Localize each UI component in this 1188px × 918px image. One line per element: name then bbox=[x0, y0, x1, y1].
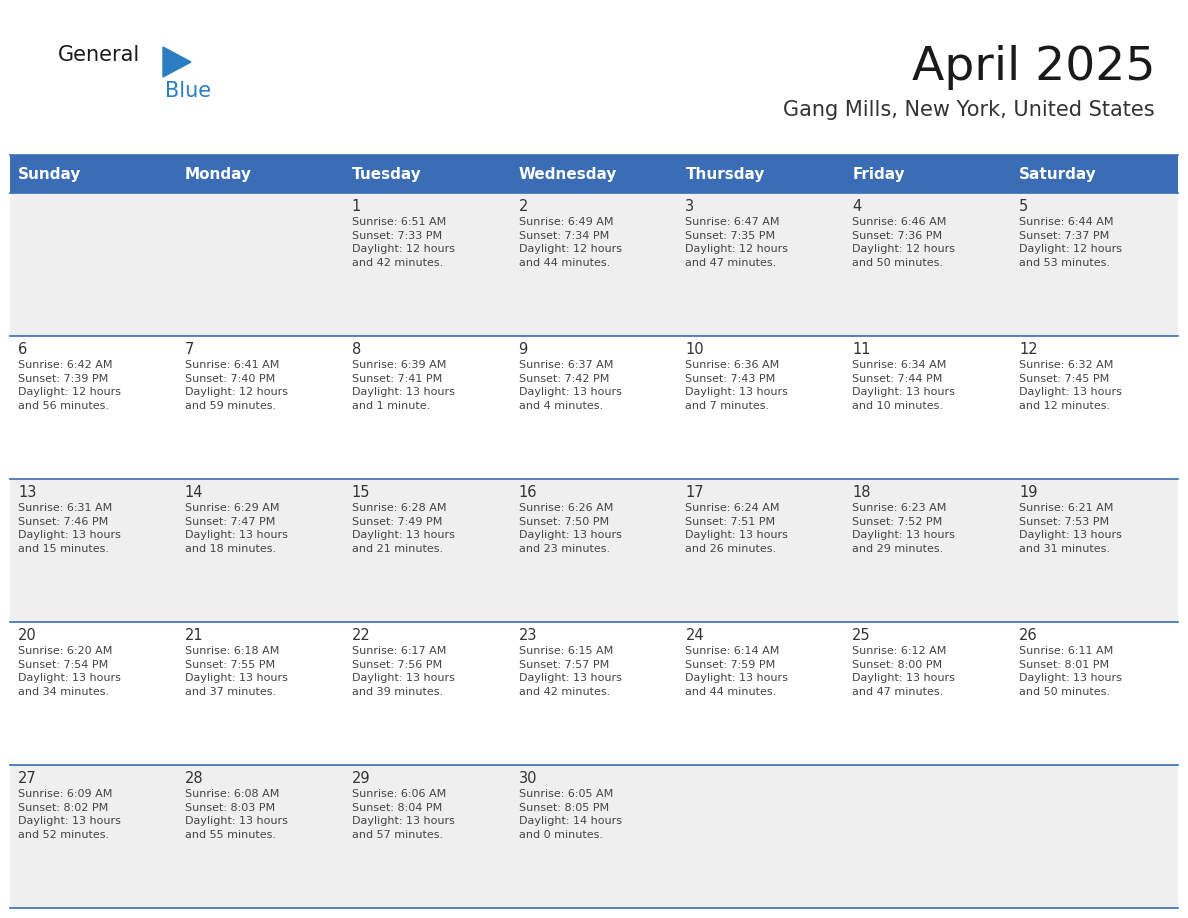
Text: Sunrise: 6:39 AM
Sunset: 7:41 PM
Daylight: 13 hours
and 1 minute.: Sunrise: 6:39 AM Sunset: 7:41 PM Dayligh… bbox=[352, 360, 455, 410]
Bar bbox=[10, 336, 1178, 479]
Text: Monday: Monday bbox=[185, 166, 252, 182]
Text: Sunrise: 6:23 AM
Sunset: 7:52 PM
Daylight: 13 hours
and 29 minutes.: Sunrise: 6:23 AM Sunset: 7:52 PM Dayligh… bbox=[852, 503, 955, 554]
Text: Sunrise: 6:05 AM
Sunset: 8:05 PM
Daylight: 14 hours
and 0 minutes.: Sunrise: 6:05 AM Sunset: 8:05 PM Dayligh… bbox=[519, 789, 621, 840]
Text: Sunrise: 6:15 AM
Sunset: 7:57 PM
Daylight: 13 hours
and 42 minutes.: Sunrise: 6:15 AM Sunset: 7:57 PM Dayligh… bbox=[519, 646, 621, 697]
Text: 9: 9 bbox=[519, 342, 527, 357]
Text: Sunrise: 6:32 AM
Sunset: 7:45 PM
Daylight: 13 hours
and 12 minutes.: Sunrise: 6:32 AM Sunset: 7:45 PM Dayligh… bbox=[1019, 360, 1121, 410]
Bar bbox=[10, 765, 1178, 908]
Text: 13: 13 bbox=[18, 485, 37, 500]
Text: Sunrise: 6:17 AM
Sunset: 7:56 PM
Daylight: 13 hours
and 39 minutes.: Sunrise: 6:17 AM Sunset: 7:56 PM Dayligh… bbox=[352, 646, 455, 697]
Bar bbox=[1011, 155, 1178, 193]
Text: Sunrise: 6:11 AM
Sunset: 8:01 PM
Daylight: 13 hours
and 50 minutes.: Sunrise: 6:11 AM Sunset: 8:01 PM Dayligh… bbox=[1019, 646, 1121, 697]
Text: 5: 5 bbox=[1019, 199, 1029, 214]
Text: Blue: Blue bbox=[165, 81, 211, 101]
Text: 21: 21 bbox=[185, 628, 203, 643]
Text: 2: 2 bbox=[519, 199, 527, 214]
Text: Sunrise: 6:06 AM
Sunset: 8:04 PM
Daylight: 13 hours
and 57 minutes.: Sunrise: 6:06 AM Sunset: 8:04 PM Dayligh… bbox=[352, 789, 455, 840]
Bar bbox=[845, 155, 1011, 193]
Bar bbox=[511, 155, 677, 193]
Bar bbox=[10, 622, 1178, 765]
Text: 14: 14 bbox=[185, 485, 203, 500]
Bar bbox=[343, 155, 511, 193]
Text: 15: 15 bbox=[352, 485, 371, 500]
Text: 1: 1 bbox=[352, 199, 361, 214]
Bar bbox=[677, 155, 845, 193]
Text: Sunrise: 6:46 AM
Sunset: 7:36 PM
Daylight: 12 hours
and 50 minutes.: Sunrise: 6:46 AM Sunset: 7:36 PM Dayligh… bbox=[852, 217, 955, 268]
Text: April 2025: April 2025 bbox=[911, 45, 1155, 90]
Text: 30: 30 bbox=[519, 771, 537, 786]
Text: Sunrise: 6:12 AM
Sunset: 8:00 PM
Daylight: 13 hours
and 47 minutes.: Sunrise: 6:12 AM Sunset: 8:00 PM Dayligh… bbox=[852, 646, 955, 697]
Text: 24: 24 bbox=[685, 628, 704, 643]
Text: 26: 26 bbox=[1019, 628, 1038, 643]
Text: 12: 12 bbox=[1019, 342, 1038, 357]
Text: 3: 3 bbox=[685, 199, 695, 214]
Text: Gang Mills, New York, United States: Gang Mills, New York, United States bbox=[783, 100, 1155, 120]
Text: 4: 4 bbox=[852, 199, 861, 214]
Text: Sunrise: 6:49 AM
Sunset: 7:34 PM
Daylight: 12 hours
and 44 minutes.: Sunrise: 6:49 AM Sunset: 7:34 PM Dayligh… bbox=[519, 217, 621, 268]
Text: Sunrise: 6:21 AM
Sunset: 7:53 PM
Daylight: 13 hours
and 31 minutes.: Sunrise: 6:21 AM Sunset: 7:53 PM Dayligh… bbox=[1019, 503, 1121, 554]
Polygon shape bbox=[163, 47, 191, 77]
Text: Tuesday: Tuesday bbox=[352, 166, 422, 182]
Text: 18: 18 bbox=[852, 485, 871, 500]
Bar bbox=[10, 193, 1178, 336]
Text: Sunrise: 6:08 AM
Sunset: 8:03 PM
Daylight: 13 hours
and 55 minutes.: Sunrise: 6:08 AM Sunset: 8:03 PM Dayligh… bbox=[185, 789, 287, 840]
Text: Sunday: Sunday bbox=[18, 166, 81, 182]
Bar bbox=[177, 155, 343, 193]
Text: Sunrise: 6:42 AM
Sunset: 7:39 PM
Daylight: 12 hours
and 56 minutes.: Sunrise: 6:42 AM Sunset: 7:39 PM Dayligh… bbox=[18, 360, 121, 410]
Text: 28: 28 bbox=[185, 771, 203, 786]
Text: Sunrise: 6:41 AM
Sunset: 7:40 PM
Daylight: 12 hours
and 59 minutes.: Sunrise: 6:41 AM Sunset: 7:40 PM Dayligh… bbox=[185, 360, 287, 410]
Text: Sunrise: 6:51 AM
Sunset: 7:33 PM
Daylight: 12 hours
and 42 minutes.: Sunrise: 6:51 AM Sunset: 7:33 PM Dayligh… bbox=[352, 217, 455, 268]
Text: General: General bbox=[58, 45, 140, 65]
Text: Sunrise: 6:47 AM
Sunset: 7:35 PM
Daylight: 12 hours
and 47 minutes.: Sunrise: 6:47 AM Sunset: 7:35 PM Dayligh… bbox=[685, 217, 789, 268]
Text: 22: 22 bbox=[352, 628, 371, 643]
Text: 11: 11 bbox=[852, 342, 871, 357]
Text: Sunrise: 6:14 AM
Sunset: 7:59 PM
Daylight: 13 hours
and 44 minutes.: Sunrise: 6:14 AM Sunset: 7:59 PM Dayligh… bbox=[685, 646, 789, 697]
Text: Friday: Friday bbox=[852, 166, 905, 182]
Text: Sunrise: 6:29 AM
Sunset: 7:47 PM
Daylight: 13 hours
and 18 minutes.: Sunrise: 6:29 AM Sunset: 7:47 PM Dayligh… bbox=[185, 503, 287, 554]
Text: 23: 23 bbox=[519, 628, 537, 643]
Text: 17: 17 bbox=[685, 485, 704, 500]
Text: Sunrise: 6:20 AM
Sunset: 7:54 PM
Daylight: 13 hours
and 34 minutes.: Sunrise: 6:20 AM Sunset: 7:54 PM Dayligh… bbox=[18, 646, 121, 697]
Text: Sunrise: 6:34 AM
Sunset: 7:44 PM
Daylight: 13 hours
and 10 minutes.: Sunrise: 6:34 AM Sunset: 7:44 PM Dayligh… bbox=[852, 360, 955, 410]
Text: 8: 8 bbox=[352, 342, 361, 357]
Text: 27: 27 bbox=[18, 771, 37, 786]
Text: Sunrise: 6:24 AM
Sunset: 7:51 PM
Daylight: 13 hours
and 26 minutes.: Sunrise: 6:24 AM Sunset: 7:51 PM Dayligh… bbox=[685, 503, 789, 554]
Bar bbox=[10, 155, 177, 193]
Text: Wednesday: Wednesday bbox=[519, 166, 617, 182]
Text: Sunrise: 6:44 AM
Sunset: 7:37 PM
Daylight: 12 hours
and 53 minutes.: Sunrise: 6:44 AM Sunset: 7:37 PM Dayligh… bbox=[1019, 217, 1123, 268]
Text: Sunrise: 6:31 AM
Sunset: 7:46 PM
Daylight: 13 hours
and 15 minutes.: Sunrise: 6:31 AM Sunset: 7:46 PM Dayligh… bbox=[18, 503, 121, 554]
Text: 16: 16 bbox=[519, 485, 537, 500]
Text: Sunrise: 6:18 AM
Sunset: 7:55 PM
Daylight: 13 hours
and 37 minutes.: Sunrise: 6:18 AM Sunset: 7:55 PM Dayligh… bbox=[185, 646, 287, 697]
Text: Sunrise: 6:09 AM
Sunset: 8:02 PM
Daylight: 13 hours
and 52 minutes.: Sunrise: 6:09 AM Sunset: 8:02 PM Dayligh… bbox=[18, 789, 121, 840]
Text: 29: 29 bbox=[352, 771, 371, 786]
Text: 20: 20 bbox=[18, 628, 37, 643]
Text: Sunrise: 6:26 AM
Sunset: 7:50 PM
Daylight: 13 hours
and 23 minutes.: Sunrise: 6:26 AM Sunset: 7:50 PM Dayligh… bbox=[519, 503, 621, 554]
Text: Saturday: Saturday bbox=[1019, 166, 1097, 182]
Text: 19: 19 bbox=[1019, 485, 1037, 500]
Text: 10: 10 bbox=[685, 342, 704, 357]
Text: Sunrise: 6:37 AM
Sunset: 7:42 PM
Daylight: 13 hours
and 4 minutes.: Sunrise: 6:37 AM Sunset: 7:42 PM Dayligh… bbox=[519, 360, 621, 410]
Text: Thursday: Thursday bbox=[685, 166, 765, 182]
Text: Sunrise: 6:28 AM
Sunset: 7:49 PM
Daylight: 13 hours
and 21 minutes.: Sunrise: 6:28 AM Sunset: 7:49 PM Dayligh… bbox=[352, 503, 455, 554]
Text: 7: 7 bbox=[185, 342, 194, 357]
Text: 6: 6 bbox=[18, 342, 27, 357]
Bar bbox=[10, 479, 1178, 622]
Text: Sunrise: 6:36 AM
Sunset: 7:43 PM
Daylight: 13 hours
and 7 minutes.: Sunrise: 6:36 AM Sunset: 7:43 PM Dayligh… bbox=[685, 360, 789, 410]
Text: 25: 25 bbox=[852, 628, 871, 643]
